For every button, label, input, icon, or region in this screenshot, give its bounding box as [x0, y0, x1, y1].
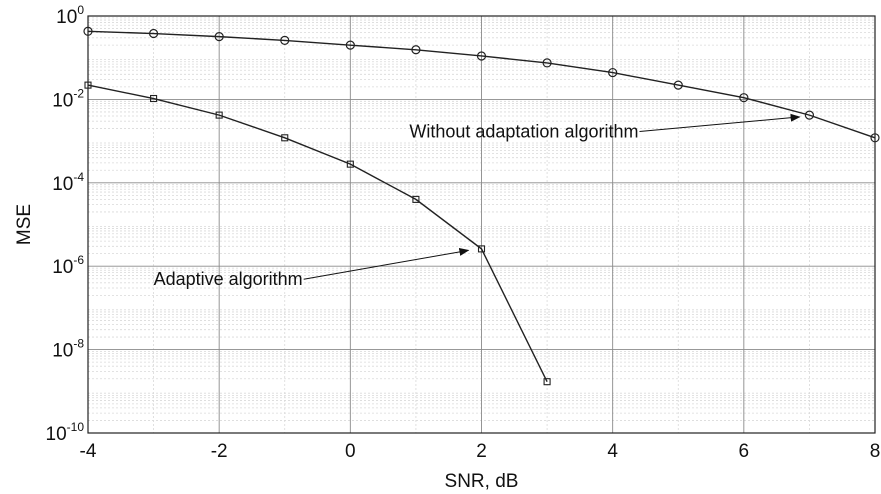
- y-tick-label: 10-4: [52, 170, 84, 195]
- series-line-1: [87, 30, 876, 139]
- data-point-circle: [542, 58, 552, 68]
- major-grid: [87, 15, 876, 434]
- data-point-square: [477, 245, 486, 253]
- annotation-label-2: Adaptive algorithm: [154, 269, 303, 289]
- y-tick-label: 10-2: [52, 86, 84, 111]
- x-tick-label: -4: [80, 441, 97, 462]
- x-tick-label: 4: [607, 441, 618, 462]
- data-point-circle: [83, 26, 93, 36]
- data-point-circle: [280, 35, 290, 45]
- annotation-label-1: Without adaptation algorithm: [409, 121, 638, 141]
- data-point-square: [215, 111, 223, 119]
- data-point-circle: [804, 110, 815, 120]
- data-point-square: [412, 195, 420, 203]
- x-tick-label: 6: [739, 441, 750, 462]
- annotation-arrow-2: [303, 247, 470, 280]
- data-point-square: [543, 378, 551, 386]
- data-point-circle: [870, 133, 880, 143]
- y-tick-label: 10-10: [46, 420, 85, 445]
- plot-frame: [87, 15, 876, 434]
- annotation-arrow-1: [639, 113, 801, 132]
- data-point-circle: [673, 80, 683, 90]
- data-point-circle: [608, 67, 618, 78]
- x-axis-label: SNR, dB: [445, 471, 519, 492]
- y-tick-label: 100: [56, 3, 84, 28]
- x-tick-label: 8: [870, 441, 881, 462]
- data-point-square: [84, 81, 92, 89]
- annotations: Without adaptation algorithm Adaptive alg…: [154, 113, 801, 289]
- y-axis-ticks: 100 10-2 10-4 10-6 10-8 10-10: [46, 3, 85, 445]
- series-line-2: [87, 84, 548, 383]
- data-point-square: [346, 160, 354, 168]
- data-point-circle: [148, 28, 159, 39]
- y-axis-label: MSE: [14, 204, 35, 245]
- data-point-circle: [214, 32, 224, 42]
- data-point-circle: [476, 51, 487, 61]
- series-layer: [83, 26, 880, 386]
- data-point-square: [281, 134, 289, 142]
- y-tick-label: 10-6: [52, 253, 84, 278]
- x-tick-label: 2: [476, 441, 487, 462]
- data-point-circle: [739, 93, 749, 103]
- data-point-circle: [345, 40, 355, 50]
- data-point-square: [150, 94, 158, 103]
- x-tick-label: -2: [211, 441, 228, 462]
- data-point-circle: [411, 45, 421, 55]
- x-axis-ticks: -4 -2 0 2 4 6 8: [80, 441, 881, 462]
- x-tick-label: 0: [345, 441, 356, 462]
- y-tick-label: 10-8: [52, 337, 84, 362]
